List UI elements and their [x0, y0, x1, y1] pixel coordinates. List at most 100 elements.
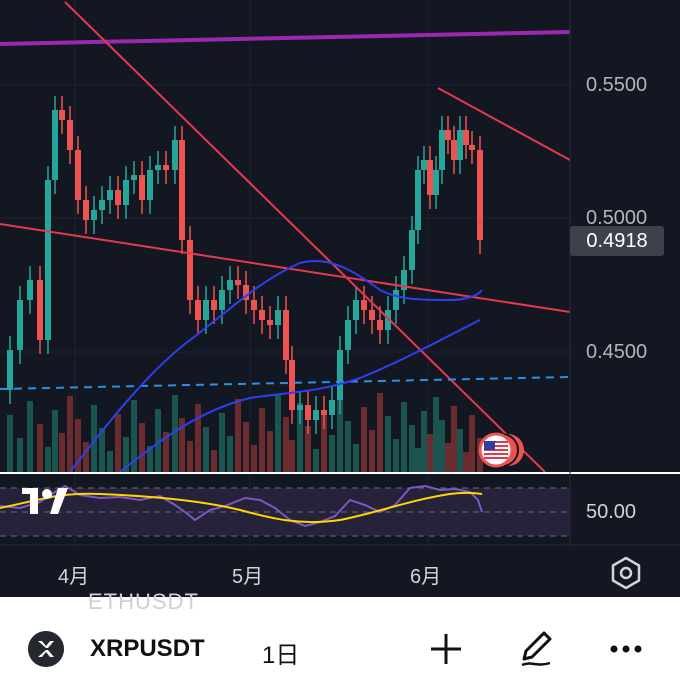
- volume-bar: [427, 434, 433, 472]
- xrp-logo-icon[interactable]: [28, 631, 64, 667]
- rsi-moving-average: [0, 491, 483, 524]
- candle-body: [227, 280, 233, 290]
- price-chart[interactable]: [0, 0, 680, 597]
- volume-bar: [259, 408, 265, 472]
- moving-average-slow: [119, 319, 481, 473]
- candle-body: [107, 190, 113, 200]
- candle-body: [283, 310, 289, 360]
- ghost-symbol-text: ETHUSDT: [88, 589, 199, 614]
- volume-bar: [353, 444, 359, 472]
- volume-bar: [172, 395, 178, 472]
- volume-bar: [219, 413, 225, 472]
- candle-body: [321, 410, 327, 415]
- candle-body: [445, 130, 451, 140]
- purple-resistance-line[interactable]: [0, 30, 571, 46]
- candle-body: [203, 300, 209, 320]
- candle-body: [83, 200, 89, 220]
- candle-body: [91, 210, 97, 220]
- candle-body: [52, 110, 58, 180]
- symbol-name[interactable]: XRPUSDT: [90, 635, 205, 662]
- candle-body: [369, 310, 375, 320]
- candle-body: [139, 175, 145, 200]
- candle-body: [75, 150, 81, 200]
- draw-pen-icon[interactable]: [516, 629, 556, 669]
- rsi-level-label: 50.00: [586, 501, 637, 523]
- candle-body: [27, 280, 33, 300]
- chart-area[interactable]: 0.5500 0.5000 0.4500 0.4918 50.00 4月 5月 …: [0, 0, 680, 597]
- volume-bar: [123, 437, 129, 472]
- candle-body: [251, 300, 257, 310]
- candle-body: [59, 110, 65, 120]
- candle-body: [469, 145, 475, 150]
- volume-bar: [37, 424, 43, 472]
- volume-bar: [187, 441, 193, 472]
- candle-body: [267, 320, 273, 325]
- volume-bar: [203, 427, 209, 472]
- volume-bar: [179, 418, 185, 472]
- volume-bar: [313, 449, 319, 472]
- candle-body: [67, 120, 73, 150]
- volume-bar: [415, 448, 421, 472]
- more-icon[interactable]: [606, 629, 646, 669]
- moving-average-fast: [69, 260, 483, 473]
- candle-body: [131, 175, 137, 180]
- candle-body: [451, 140, 457, 160]
- volume-bar: [107, 451, 113, 472]
- volume-bar: [227, 436, 233, 472]
- interval-selector[interactable]: 1日: [262, 642, 300, 669]
- candle-body: [7, 350, 13, 390]
- volume-bar: [401, 402, 407, 472]
- candle-body: [433, 170, 439, 195]
- price-axis-label-0550: 0.5500: [586, 74, 648, 96]
- volume-bar: [195, 404, 201, 472]
- month-label-jun: 6月: [410, 566, 442, 588]
- candle-body: [353, 300, 359, 320]
- candle-body: [421, 160, 427, 170]
- volume-bar: [451, 406, 457, 472]
- volume-bar: [321, 412, 327, 472]
- month-label-apr: 4月: [58, 566, 90, 588]
- plus-icon[interactable]: [426, 629, 466, 669]
- candle-body: [219, 290, 225, 310]
- volume-bar: [439, 420, 445, 472]
- rsi-line: [0, 484, 483, 528]
- candle-body: [409, 230, 415, 270]
- candle-body: [415, 170, 421, 230]
- volume-bar: [409, 425, 415, 472]
- candle-body: [289, 360, 295, 410]
- red-short-trendline[interactable]: [437, 87, 571, 161]
- us-flag-event-icon[interactable]: [478, 432, 524, 468]
- volume-bar: [91, 405, 97, 472]
- candle-body: [155, 165, 161, 170]
- candle-body: [463, 130, 469, 145]
- volume-bar: [275, 394, 281, 472]
- red-support-line[interactable]: [0, 223, 571, 313]
- volume-bar: [115, 414, 121, 472]
- candle-body: [393, 290, 399, 310]
- candle-body: [345, 320, 351, 350]
- candle-body: [439, 130, 445, 170]
- settings-hexagon-icon[interactable]: [608, 555, 644, 591]
- volume-bar: [393, 439, 399, 472]
- volume-bar: [457, 429, 463, 472]
- volume-bars: [7, 393, 483, 472]
- candle-body: [337, 350, 343, 400]
- candle-body: [457, 130, 463, 160]
- volume-bar: [7, 415, 13, 472]
- red-downtrend-line[interactable]: [64, 1, 546, 473]
- candle-body: [297, 405, 303, 410]
- volume-bar: [345, 421, 351, 472]
- dashed-horizontal-line[interactable]: [0, 376, 571, 390]
- price-axis-label-0500: 0.5000: [586, 207, 648, 229]
- candle-body: [329, 400, 335, 415]
- price-axis-label-0450: 0.4500: [586, 341, 648, 363]
- candle-body: [275, 310, 281, 325]
- volume-bar: [469, 415, 475, 472]
- volume-bar: [267, 431, 273, 472]
- candle-body: [377, 320, 383, 330]
- volume-bar: [289, 440, 295, 472]
- candle-body: [37, 280, 43, 340]
- volume-bar: [131, 400, 137, 472]
- month-label-may: 5月: [232, 566, 264, 588]
- candle-body: [259, 310, 265, 320]
